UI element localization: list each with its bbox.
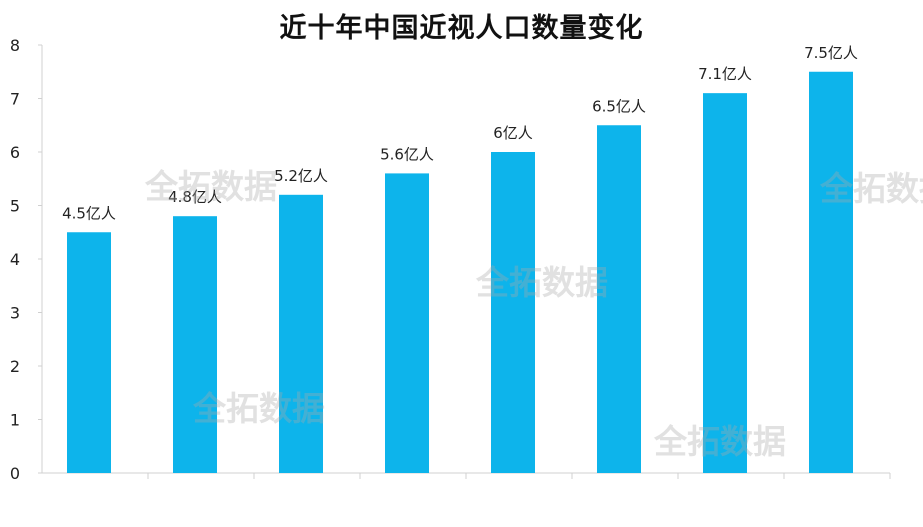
bar: [67, 232, 111, 473]
bar: [703, 93, 747, 474]
chart-axes: 0 1 2 3 4 5 6 7 8: [10, 36, 891, 483]
y-tick-label: 0: [10, 464, 20, 483]
chart-title: 近十年中国近视人口数量变化: [279, 13, 644, 44]
data-label: 6亿人: [493, 124, 533, 142]
bar: [173, 216, 217, 473]
y-tick-label: 4: [10, 250, 20, 269]
y-tick-label: 5: [10, 197, 20, 216]
y-tick-label: 8: [10, 36, 20, 55]
y-tick-label: 6: [10, 143, 20, 162]
bar: [597, 125, 641, 473]
bar: [491, 152, 535, 473]
y-tick-label: 7: [10, 90, 20, 109]
chart-bars: [67, 71, 853, 474]
bar: [809, 71, 853, 473]
data-label: 4.5亿人: [62, 204, 116, 222]
y-tick-label: 3: [10, 304, 20, 323]
data-label: 7.5亿人: [804, 44, 858, 62]
data-label: 5.6亿人: [380, 145, 434, 163]
data-label: 6.5亿人: [592, 97, 646, 115]
data-label: 5.2亿人: [274, 167, 328, 185]
data-label: 7.1亿人: [698, 65, 752, 83]
bar: [385, 173, 429, 473]
chart-data-labels: 4.5亿人 4.8亿人 5.2亿人 5.6亿人 6亿人 6.5亿人 7.1亿人 7.5亿人: [62, 44, 858, 223]
data-label: 4.8亿人: [168, 188, 222, 206]
y-tick-label: 1: [10, 411, 20, 430]
y-tick-label: 2: [10, 357, 20, 376]
bar: [279, 194, 323, 474]
